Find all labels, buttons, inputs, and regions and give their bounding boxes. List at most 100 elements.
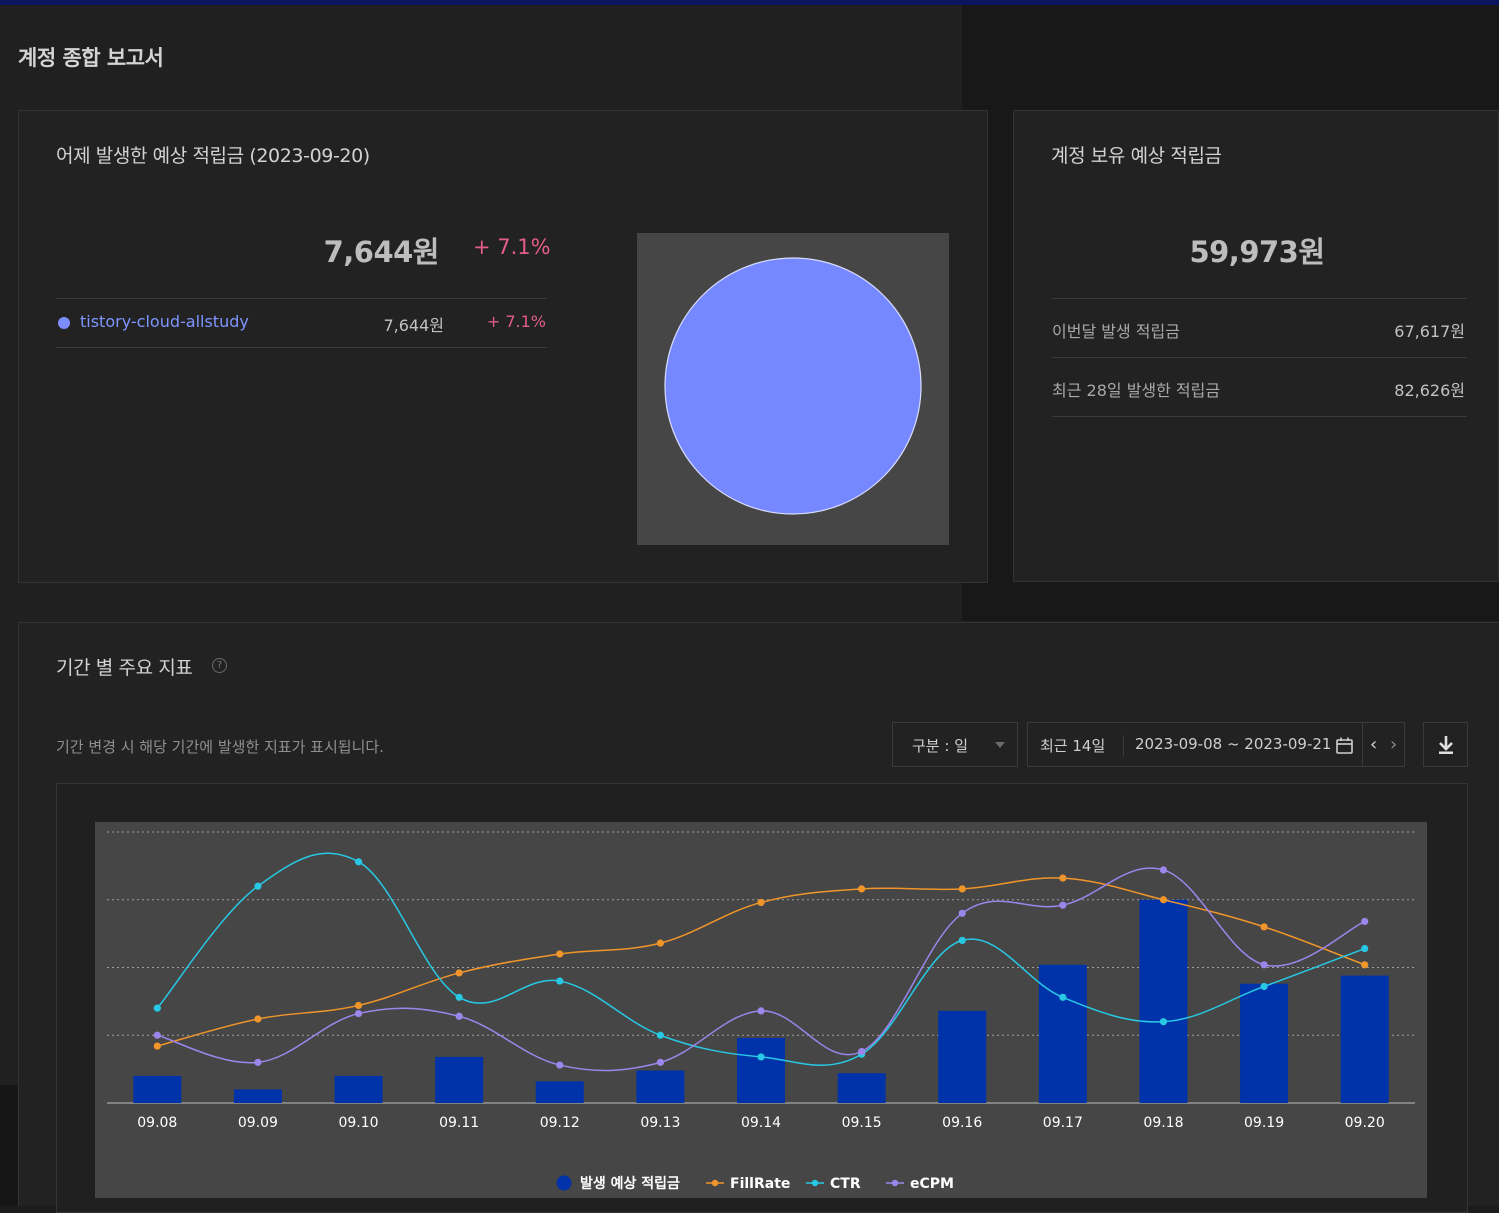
this-month-value: 67,617원 xyxy=(1394,322,1465,341)
legend-dot-CTR xyxy=(811,1179,819,1187)
corner-background xyxy=(0,1085,18,1206)
bar-09.11 xyxy=(435,1056,484,1103)
legend-dot-eCPM xyxy=(891,1179,899,1187)
point-FillRate-09.08 xyxy=(153,1042,161,1050)
x-tick-label: 09.11 xyxy=(439,1115,479,1131)
period-metrics-card: 기간 별 주요 지표 ? 기간 변경 시 해당 기간에 발생한 지표가 표시됩니… xyxy=(18,622,1499,1213)
date-range-text[interactable]: 2023-09-08 ~ 2023-09-21 xyxy=(1135,735,1332,753)
divider xyxy=(1052,298,1467,299)
point-eCPM-09.08 xyxy=(153,1031,161,1039)
point-CTR-09.14 xyxy=(757,1053,765,1061)
point-eCPM-09.16 xyxy=(958,909,966,917)
download-icon xyxy=(1439,736,1453,754)
point-eCPM-09.10 xyxy=(354,1009,363,1018)
point-CTR-09.09 xyxy=(254,882,262,890)
x-tick-label: 09.20 xyxy=(1345,1115,1385,1131)
bar-09.17 xyxy=(1038,964,1087,1103)
legend-dot-FillRate xyxy=(711,1179,719,1187)
point-FillRate-09.19 xyxy=(1260,923,1268,931)
date-preset[interactable]: 최근 14일 xyxy=(1040,737,1106,755)
bar-09.10 xyxy=(334,1075,383,1103)
point-FillRate-09.18 xyxy=(1159,896,1168,904)
x-tick-label: 09.14 xyxy=(741,1115,781,1131)
x-tick-label: 09.15 xyxy=(842,1115,882,1131)
chevron-right-icon[interactable]: › xyxy=(1390,734,1398,755)
divider xyxy=(56,298,547,299)
separator xyxy=(1362,723,1363,766)
site-change: + 7.1% xyxy=(486,312,546,331)
point-FillRate-09.15 xyxy=(858,885,866,893)
yesterday-change: + 7.1% xyxy=(473,235,551,259)
point-eCPM-09.11 xyxy=(455,1012,463,1020)
bar-09.15 xyxy=(837,1073,886,1103)
bar-09.13 xyxy=(636,1070,685,1103)
x-tick-label: 09.09 xyxy=(238,1115,278,1131)
point-CTR-09.10 xyxy=(354,858,363,866)
point-FillRate-09.20 xyxy=(1361,961,1369,969)
x-tick-label: 09.12 xyxy=(540,1115,580,1131)
point-CTR-09.17 xyxy=(1059,993,1067,1001)
site-color-dot xyxy=(58,317,70,329)
point-eCPM-09.20 xyxy=(1361,917,1369,926)
point-FillRate-09.10 xyxy=(354,1001,363,1010)
divider xyxy=(1052,416,1467,417)
metrics-chart[interactable]: 09.08 09.09 09.10 09.11 09.12 09.13 09.14 09.15… xyxy=(95,822,1427,1198)
point-CTR-09.16 xyxy=(958,936,966,944)
site-name[interactable]: tistory-cloud-allstudy xyxy=(80,312,249,331)
date-range-picker[interactable]: 최근 14일 2023-09-08 ~ 2023-09-21 ‹ › xyxy=(1027,722,1405,767)
this-month-label: 이번달 발생 적립금 xyxy=(1052,322,1180,341)
page-title: 계정 종합 보고서 xyxy=(18,46,164,70)
point-FillRate-09.16 xyxy=(958,885,966,893)
last-28-days-value: 82,626원 xyxy=(1394,381,1465,400)
point-FillRate-09.09 xyxy=(254,1015,262,1023)
granularity-label: 구분 : 일 xyxy=(912,737,968,755)
download-button[interactable] xyxy=(1423,722,1468,767)
balance-card-title: 계정 보유 예상 적립금 xyxy=(1051,145,1222,167)
metrics-chart-frame: 09.08 09.09 09.10 09.11 09.12 09.13 09.14 09.15… xyxy=(56,783,1468,1213)
point-eCPM-09.15 xyxy=(858,1047,866,1056)
point-eCPM-09.14 xyxy=(757,1007,765,1015)
point-eCPM-09.13 xyxy=(656,1058,664,1066)
point-FillRate-09.13 xyxy=(656,939,664,947)
point-eCPM-09.19 xyxy=(1260,961,1268,969)
legend-marker-발생 예상 적립금 xyxy=(556,1175,572,1191)
account-balance-card: 계정 보유 예상 적립금 59,973원 이번달 발생 적립금 67,617원 … xyxy=(1013,110,1499,582)
x-tick-label: 09.08 xyxy=(137,1115,177,1131)
bar-09.12 xyxy=(535,1081,584,1103)
separator xyxy=(1123,735,1124,757)
point-CTR-09.08 xyxy=(153,1004,161,1012)
metrics-card-title: 기간 별 주요 지표 xyxy=(56,657,193,679)
bar-09.18 xyxy=(1139,899,1188,1103)
legend-label: FillRate xyxy=(730,1176,790,1192)
point-eCPM-09.12 xyxy=(556,1061,564,1069)
x-tick-label: 09.17 xyxy=(1043,1115,1083,1131)
site-amount: 7,644원 xyxy=(383,316,444,335)
caret-down-icon xyxy=(995,742,1005,748)
x-tick-label: 09.10 xyxy=(338,1115,378,1131)
yesterday-amount: 7,644원 xyxy=(323,235,440,269)
point-FillRate-09.12 xyxy=(556,950,564,958)
point-FillRate-09.14 xyxy=(757,898,765,907)
bar-09.09 xyxy=(233,1089,282,1103)
point-CTR-09.20 xyxy=(1361,944,1369,953)
point-CTR-09.12 xyxy=(556,977,564,985)
balance-amount: 59,973원 xyxy=(1189,235,1325,269)
last-28-days-label: 최근 28일 발생한 적립금 xyxy=(1052,381,1221,400)
point-FillRate-09.17 xyxy=(1059,874,1067,882)
point-CTR-09.13 xyxy=(656,1031,664,1039)
bar-09.16 xyxy=(938,1010,987,1103)
pie-slice-tistory-cloud-allstudy[interactable] xyxy=(664,257,922,515)
calendar-icon[interactable] xyxy=(1334,735,1356,757)
question-circle-icon[interactable]: ? xyxy=(212,658,227,673)
point-eCPM-09.17 xyxy=(1059,901,1067,909)
legend-label: eCPM xyxy=(910,1176,954,1192)
bar-09.20 xyxy=(1340,975,1389,1103)
point-eCPM-09.09 xyxy=(254,1058,262,1066)
bar-09.19 xyxy=(1240,983,1289,1103)
line-eCPM xyxy=(157,867,1365,1072)
granularity-select[interactable]: 구분 : 일 xyxy=(892,722,1018,767)
site-share-pie-chart[interactable] xyxy=(637,233,949,545)
chevron-left-icon[interactable]: ‹ xyxy=(1370,734,1378,755)
point-FillRate-09.11 xyxy=(455,969,463,977)
divider xyxy=(1052,357,1467,358)
